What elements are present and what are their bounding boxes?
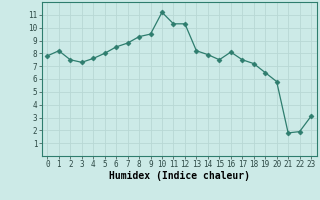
X-axis label: Humidex (Indice chaleur): Humidex (Indice chaleur): [109, 171, 250, 181]
